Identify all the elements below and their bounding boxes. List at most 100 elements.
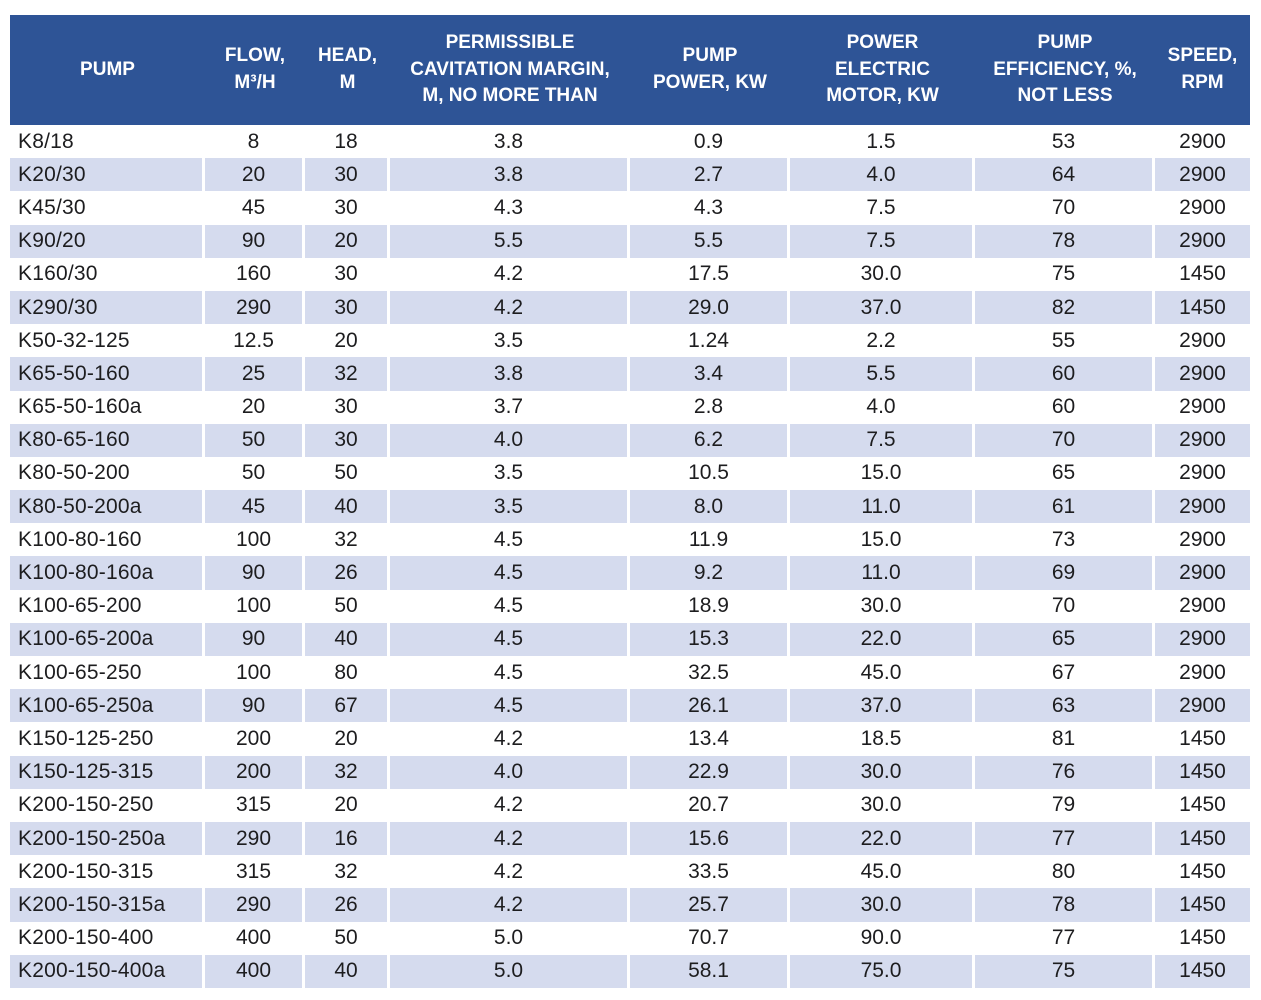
cell-pump-power: 29.0	[630, 290, 790, 325]
cell-motor-power: 22.0	[790, 622, 975, 656]
pump-name-cell: K100-65-250a	[10, 689, 205, 723]
cell-motor-power: 4.0	[790, 390, 975, 424]
pump-name-cell: K200-150-400a	[10, 954, 205, 988]
cell-cavitation-margin: 4.5	[390, 622, 630, 656]
table-body: K8/18 8 18 3.8 0.9 1.5 53 2900 K20/30 20 30 3.8 2.7 4…	[10, 125, 1250, 988]
table-row: K200-150-400 400 50 5.0 70.7 90.0 77 1450	[10, 921, 1250, 955]
cell-efficiency: 76	[975, 755, 1155, 789]
cell-speed: 1450	[1155, 755, 1250, 789]
cell-flow: 90	[205, 224, 305, 258]
table-row: K160/30 160 30 4.2 17.5 30.0 75 1450	[10, 257, 1250, 291]
cell-head: 50	[305, 456, 390, 491]
cell-efficiency: 60	[975, 390, 1155, 424]
cell-flow: 90	[205, 622, 305, 656]
cell-motor-power: 7.5	[790, 423, 975, 457]
pump-name-cell: K50-32-125	[10, 324, 205, 358]
cell-speed: 2900	[1155, 523, 1250, 557]
cell-cavitation-margin: 4.0	[390, 423, 630, 457]
cell-head: 32	[305, 357, 390, 391]
cell-speed: 1450	[1155, 954, 1250, 988]
cell-speed: 2900	[1155, 490, 1250, 524]
cell-efficiency: 73	[975, 523, 1155, 557]
cell-cavitation-margin: 4.2	[390, 888, 630, 922]
cell-motor-power: 15.0	[790, 523, 975, 557]
cell-cavitation-margin: 4.5	[390, 656, 630, 690]
cell-speed: 2900	[1155, 125, 1250, 159]
cell-flow: 400	[205, 954, 305, 988]
cell-cavitation-margin: 3.5	[390, 456, 630, 491]
cell-head: 80	[305, 656, 390, 690]
table-row: K80-65-160 50 30 4.0 6.2 7.5 70 2900	[10, 423, 1250, 457]
cell-flow: 160	[205, 257, 305, 291]
cell-flow: 290	[205, 290, 305, 325]
pump-name-cell: K200-150-315a	[10, 888, 205, 922]
cell-speed: 2900	[1155, 357, 1250, 391]
cell-head: 20	[305, 324, 390, 358]
cell-pump-power: 25.7	[630, 888, 790, 922]
table-row: K100-65-250a 90 67 4.5 26.1 37.0 63 2900	[10, 689, 1250, 723]
cell-cavitation-margin: 4.2	[390, 855, 630, 889]
cell-efficiency: 64	[975, 158, 1155, 192]
cell-flow: 90	[205, 556, 305, 590]
table-row: K200-150-250a 290 16 4.2 15.6 22.0 77 1450	[10, 821, 1250, 856]
cell-head: 32	[305, 855, 390, 889]
cell-pump-power: 15.6	[630, 821, 790, 856]
cell-efficiency: 53	[975, 125, 1155, 159]
cell-flow: 8	[205, 125, 305, 159]
cell-cavitation-margin: 3.8	[390, 357, 630, 391]
table-row: K200-150-315 315 32 4.2 33.5 45.0 80 1450	[10, 855, 1250, 889]
pump-name-cell: K200-150-250a	[10, 821, 205, 856]
cell-pump-power: 33.5	[630, 855, 790, 889]
table-row: K150-125-250 200 20 4.2 13.4 18.5 81 1450	[10, 722, 1250, 756]
cell-motor-power: 2.2	[790, 324, 975, 358]
cell-pump-power: 9.2	[630, 556, 790, 590]
cell-motor-power: 11.0	[790, 490, 975, 524]
cell-motor-power: 30.0	[790, 257, 975, 291]
cell-efficiency: 63	[975, 689, 1155, 723]
cell-efficiency: 80	[975, 855, 1155, 889]
pump-name-cell: K150-125-315	[10, 755, 205, 789]
table-row: K200-150-315a 290 26 4.2 25.7 30.0 78 1450	[10, 888, 1250, 922]
cell-efficiency: 78	[975, 224, 1155, 258]
header-cell-pump-power: PUMP POWER, KW	[630, 15, 790, 125]
pump-name-cell: K80-50-200a	[10, 490, 205, 524]
cell-efficiency: 61	[975, 490, 1155, 524]
cell-efficiency: 60	[975, 357, 1155, 391]
pump-name-cell: K200-150-400	[10, 921, 205, 955]
pump-name-cell: K65-50-160a	[10, 390, 205, 424]
header-cell-flow: FLOW, M³/H	[205, 15, 305, 125]
cell-head: 18	[305, 125, 390, 159]
cell-efficiency: 70	[975, 423, 1155, 457]
table-row: K290/30 290 30 4.2 29.0 37.0 82 1450	[10, 290, 1250, 325]
pump-name-cell: K100-80-160a	[10, 556, 205, 590]
cell-pump-power: 2.8	[630, 390, 790, 424]
cell-efficiency: 75	[975, 954, 1155, 988]
cell-speed: 2900	[1155, 456, 1250, 491]
cell-flow: 100	[205, 656, 305, 690]
cell-speed: 2900	[1155, 191, 1250, 225]
pump-name-cell: K290/30	[10, 290, 205, 325]
cell-efficiency: 69	[975, 556, 1155, 590]
cell-efficiency: 75	[975, 257, 1155, 291]
pump-name-cell: K100-65-250	[10, 656, 205, 690]
cell-cavitation-margin: 4.2	[390, 821, 630, 856]
table-row: K65-50-160a 20 30 3.7 2.8 4.0 60 2900	[10, 390, 1250, 424]
cell-motor-power: 5.5	[790, 357, 975, 391]
cell-speed: 2900	[1155, 689, 1250, 723]
cell-pump-power: 0.9	[630, 125, 790, 159]
cell-motor-power: 4.0	[790, 158, 975, 192]
cell-pump-power: 3.4	[630, 357, 790, 391]
header-cell-speed: SPEED, RPM	[1155, 15, 1250, 125]
cell-flow: 315	[205, 788, 305, 822]
table-row: K50-32-125 12.5 20 3.5 1.24 2.2 55 2900	[10, 324, 1250, 358]
cell-head: 40	[305, 954, 390, 988]
cell-flow: 25	[205, 357, 305, 391]
cell-flow: 45	[205, 191, 305, 225]
cell-cavitation-margin: 5.0	[390, 921, 630, 955]
cell-motor-power: 30.0	[790, 788, 975, 822]
cell-speed: 2900	[1155, 622, 1250, 656]
cell-head: 30	[305, 290, 390, 325]
cell-head: 26	[305, 888, 390, 922]
cell-pump-power: 22.9	[630, 755, 790, 789]
cell-efficiency: 77	[975, 821, 1155, 856]
